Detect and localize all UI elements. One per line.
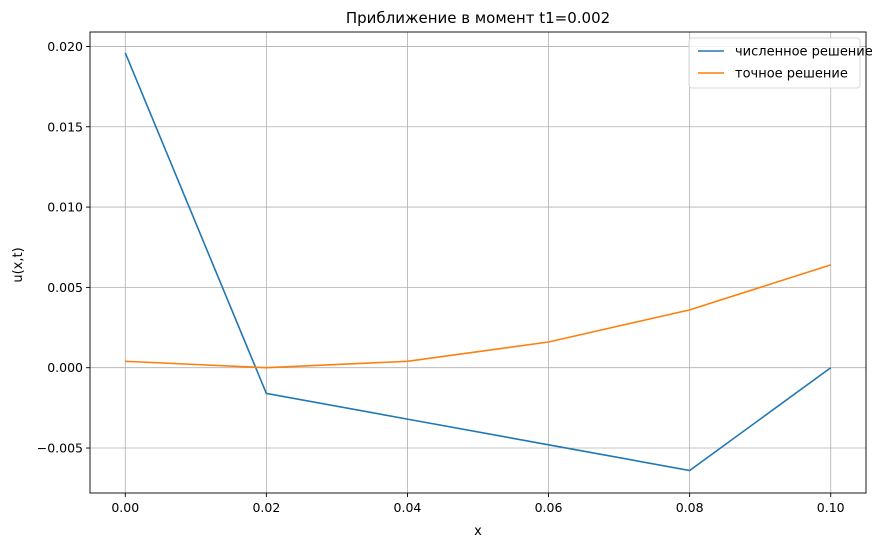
x-tick-label: 0.08 <box>676 500 704 515</box>
x-tick-label: 0.00 <box>111 500 139 515</box>
x-tick-label: 0.06 <box>535 500 563 515</box>
chart-title: Приближение в момент t1=0.002 <box>346 9 610 27</box>
y-axis-label: u(x,t) <box>11 247 26 282</box>
legend-label-1: точное решение <box>735 67 848 82</box>
x-tick-label: 0.04 <box>394 500 422 515</box>
plot-frame <box>89 31 867 494</box>
x-axis-label: x <box>474 524 482 539</box>
x-tick-label: 0.02 <box>252 500 280 515</box>
series-line-1 <box>125 264 831 369</box>
x-tick-label: 0.10 <box>817 500 845 515</box>
plot-area: 0.00 0.02 0.04 0.06 0.08 0.10 −0.005 0.000 0.005… <box>37 31 873 515</box>
legend-label-0: численное решение <box>735 45 873 60</box>
y-tick-label: 0.015 <box>47 119 83 134</box>
y-tick-label: 0.020 <box>47 39 83 54</box>
y-tick-label: −0.005 <box>37 441 83 456</box>
y-tick-label: 0.005 <box>47 280 83 295</box>
y-tick-label: 0.010 <box>47 200 83 215</box>
legend-box <box>688 37 861 89</box>
series-line-0 <box>124 52 832 472</box>
y-tick-label: 0.000 <box>47 360 83 375</box>
legend: численное решение точное решение <box>688 37 873 89</box>
